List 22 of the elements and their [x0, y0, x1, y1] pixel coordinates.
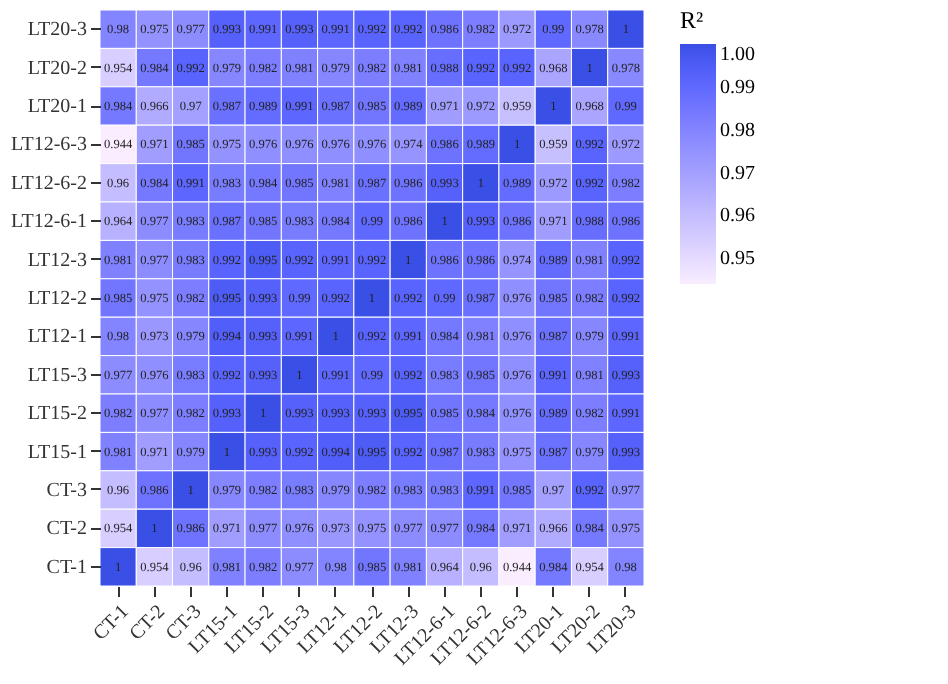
color-bar-label: 0.95 [720, 248, 755, 271]
legend-title: R² [680, 6, 705, 34]
y-tick-label: LT12-6-3 [11, 134, 87, 157]
y-tick-label: CT-1 [46, 556, 87, 579]
color-bar-label: 0.96 [720, 205, 755, 228]
y-tick-label: LT20-3 [27, 19, 87, 42]
color-bar-label: 0.99 [720, 76, 755, 99]
y-tick-label: CT-2 [46, 518, 87, 541]
y-tick-label: LT12-6-2 [11, 172, 87, 195]
y-tick-label: LT12-6-1 [11, 211, 87, 234]
y-tick-label: LT20-2 [27, 57, 87, 80]
y-tick-label: LT12-1 [27, 326, 87, 349]
y-tick-label: LT15-3 [27, 364, 87, 387]
y-tick-label: CT-3 [46, 480, 87, 502]
y-tick-label: LT12-3 [27, 249, 87, 272]
y-tick-label: LT15-2 [27, 403, 87, 426]
y-tick-label: LT20-1 [27, 96, 87, 118]
color-bar-label: 0.97 [720, 162, 755, 185]
y-tick-label: LT15-1 [27, 441, 87, 464]
color-bar-label: 0.98 [720, 119, 755, 142]
color-bar-label: 1.00 [720, 44, 755, 66]
y-tick-label: LT12-2 [27, 288, 87, 310]
